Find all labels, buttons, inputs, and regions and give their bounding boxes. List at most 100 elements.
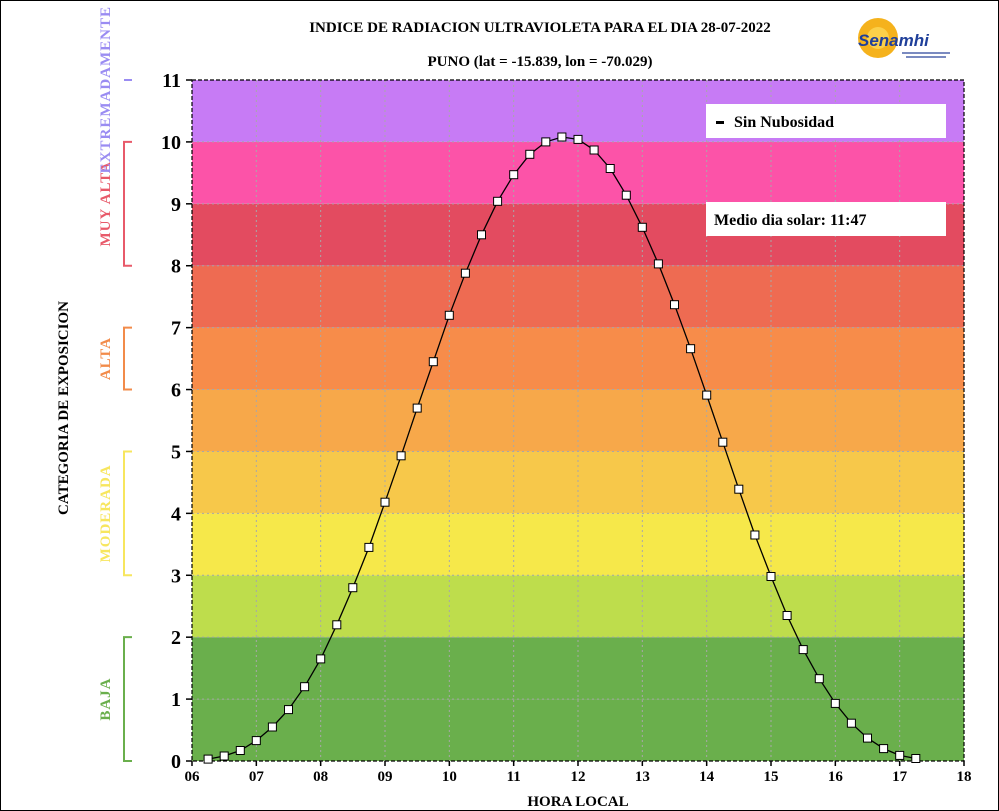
- y-tick-label: 3: [171, 565, 181, 587]
- x-tick-labels: 06 07 08 09 10 11 12 13 14 15 16 17 18: [185, 761, 972, 785]
- chart-title: INDICE DE RADIACION ULTRAVIOLETA PARA EL…: [309, 20, 771, 36]
- y-tick-label: 5: [171, 441, 181, 463]
- sun-icon: [858, 18, 898, 58]
- data-point: [219, 751, 229, 761]
- y-tick-label: 6: [171, 380, 181, 402]
- category-label-extremadamente: EXTREMADAMENTE: [98, 6, 114, 173]
- x-tick-label: 16: [828, 769, 844, 785]
- data-point: [493, 196, 503, 206]
- y-tick-label: 10: [161, 132, 181, 154]
- data-point: [525, 149, 535, 159]
- data-point: [863, 733, 872, 743]
- x-tick-label: 13: [635, 769, 650, 785]
- y-tick-label: 1: [171, 689, 181, 711]
- data-point: [605, 164, 615, 173]
- data-point: [702, 390, 712, 400]
- data-point: [653, 259, 663, 269]
- category-bracket-alta: [123, 326, 132, 391]
- logo-text: Senamhi: [858, 31, 930, 50]
- series-sin-nubosidad: [203, 132, 921, 764]
- data-point: [300, 682, 310, 692]
- y-tick-label: 9: [171, 194, 181, 216]
- y-tick-label: 4: [171, 503, 181, 525]
- y-axis-title: CATEGORIA DE EXPOSICION: [56, 301, 72, 515]
- x-tick-label: 12: [571, 769, 586, 785]
- data-point: [203, 754, 213, 764]
- y-tick-label: 0: [171, 751, 181, 773]
- x-axis-title: HORA LOCAL: [527, 794, 628, 810]
- data-point: [573, 134, 583, 144]
- legend-box-series: [706, 104, 946, 138]
- category-label-moderada: MODERADA: [98, 464, 114, 562]
- data-point: [316, 654, 326, 664]
- y-tick-label: 11: [162, 70, 181, 92]
- x-tick-label: 07: [249, 769, 265, 785]
- data-point: [348, 583, 358, 593]
- solar-noon-label: Medio dia solar: 11:47: [714, 212, 866, 229]
- data-point: [380, 497, 390, 507]
- uv-band-1: [192, 637, 964, 700]
- data-point: [509, 170, 519, 180]
- data-point: [477, 230, 486, 240]
- category-label-baja: BAJA: [98, 678, 114, 721]
- category-bracket-muy_alta: [123, 140, 132, 267]
- data-point: [332, 620, 342, 630]
- y-tick-labels: 0 1 2 3 4 5 6 7 8 9 10 11: [161, 70, 192, 773]
- legend-series-label: Sin Nubosidad: [734, 114, 834, 131]
- data-point: [670, 300, 679, 310]
- uv-band-3: [192, 513, 964, 576]
- data-point: [879, 744, 889, 754]
- legend-box-noon: [706, 202, 946, 236]
- data-point: [830, 698, 840, 708]
- data-point: [798, 645, 808, 655]
- data-point: [814, 674, 824, 684]
- x-tick-label: 11: [507, 769, 521, 785]
- data-point: [267, 722, 277, 732]
- legend-marker: [716, 121, 724, 124]
- y-tick-label: 7: [171, 318, 181, 340]
- data-point: [621, 190, 631, 200]
- data-point: [734, 484, 744, 494]
- data-point: [284, 705, 293, 715]
- data-point: [557, 132, 567, 142]
- data-point: [444, 310, 454, 320]
- data-point: [718, 437, 728, 447]
- x-tick-label: 18: [957, 769, 972, 785]
- category-bracket-baja: [123, 636, 132, 762]
- data-point: [686, 344, 696, 354]
- category-label-alta: ALTA: [98, 337, 114, 380]
- category-label-muy_alta: MUY ALTA: [98, 161, 114, 246]
- logo-tagline-2: [906, 56, 946, 58]
- data-point: [637, 222, 647, 232]
- data-point: [589, 145, 599, 155]
- data-point: [235, 746, 245, 755]
- data-point: [428, 357, 438, 367]
- uv-band-6: [192, 327, 964, 390]
- uv-band-9: [192, 141, 964, 204]
- data-point: [460, 268, 470, 278]
- data-point: [364, 542, 374, 552]
- logo-tagline: [902, 52, 950, 54]
- data-point: [911, 754, 921, 763]
- x-tick-label: 09: [378, 769, 393, 785]
- x-tick-label: 14: [699, 769, 715, 785]
- data-point: [541, 137, 551, 147]
- data-point: [750, 530, 760, 540]
- x-tick-label: 17: [892, 769, 908, 785]
- x-tick-label: 10: [442, 769, 457, 785]
- data-point: [412, 403, 422, 413]
- senamhi-logo: Senamhi: [858, 18, 950, 58]
- y-tick-label: 8: [171, 256, 181, 278]
- x-tick-label: 08: [313, 769, 328, 785]
- data-point: [766, 572, 776, 581]
- data-point: [396, 451, 406, 461]
- x-tick-label: 15: [764, 769, 779, 785]
- legend: Sin Nubosidad Medio dia solar: 11:47: [706, 104, 946, 236]
- x-tick-label: 06: [185, 769, 201, 785]
- category-bracket-moderada: [123, 450, 132, 577]
- data-point: [846, 718, 856, 728]
- data-point: [782, 611, 792, 620]
- chart-subtitle: PUNO (lat = -15.839, lon = -70.029): [428, 54, 653, 70]
